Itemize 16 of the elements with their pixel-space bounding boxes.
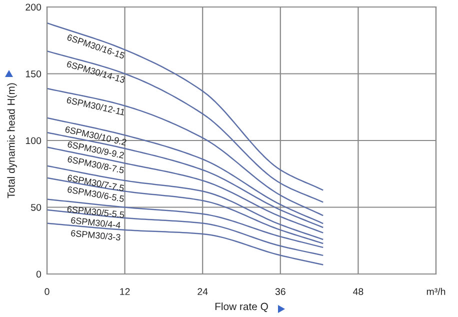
x-tick-label: 48: [353, 288, 364, 296]
y-axis-title: Total dynamic head H(m): [7, 83, 17, 198]
text: 6SPM30/5-5.5: [67, 206, 124, 218]
series-label: 6SPM30/3-3: [70, 230, 121, 241]
text: 6SPM30/4-4: [70, 216, 121, 228]
y-tick-label: 200: [26, 4, 42, 11]
y-tick-label: 50: [31, 204, 42, 211]
y-tick-label: 0: [36, 270, 42, 278]
x-tick-label: 0: [44, 288, 50, 296]
x-tick-label: 12: [120, 288, 130, 295]
x-axis-title: Flow rate Q: [215, 302, 268, 312]
x-tick-label: 36: [275, 288, 286, 296]
y-tick-label: 100: [26, 137, 42, 144]
x-tick-label: 24: [198, 288, 208, 295]
y-tick-label: 150: [26, 70, 42, 78]
x-tick-label: m³/h: [426, 288, 446, 296]
